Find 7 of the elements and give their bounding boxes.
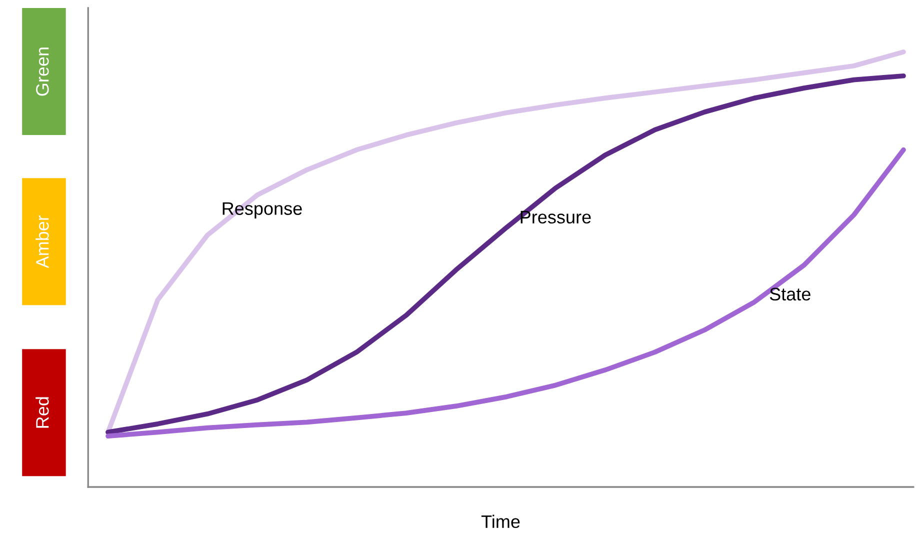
text: Amber [36,215,49,268]
series-label: State [770,288,810,301]
x-axis-title: Time [481,514,520,528]
text: Red [36,397,49,428]
series-label: Response [222,202,302,219]
series-label: Pressure [520,210,591,224]
text: Green [36,48,49,96]
